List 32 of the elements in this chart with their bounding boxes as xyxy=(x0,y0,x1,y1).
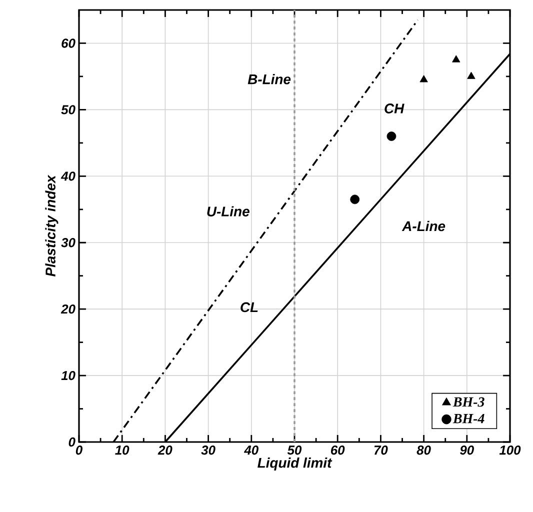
ref-line-label: B-Line xyxy=(248,74,291,84)
y-axis-title: Plasticity index xyxy=(45,174,58,277)
y-tick-label: 30 xyxy=(61,238,76,248)
y-tick-label: 0 xyxy=(68,437,76,447)
x-tick-label: 80 xyxy=(416,446,431,455)
y-tick-label: 10 xyxy=(61,370,76,380)
x-tick-label: 20 xyxy=(158,446,172,455)
x-tick-label: 30 xyxy=(201,446,216,455)
annotation: CL xyxy=(240,302,258,312)
annotation: CH xyxy=(384,104,404,114)
point xyxy=(452,55,460,62)
point xyxy=(467,72,476,79)
point xyxy=(420,75,428,82)
x-tick-label: 70 xyxy=(374,446,388,455)
legend-label: BH-3 xyxy=(452,397,484,407)
x-tick-label: 50 xyxy=(287,446,302,455)
y-tick-label: 50 xyxy=(61,105,76,114)
x-tick-label: 0 xyxy=(76,446,82,455)
legend-label: BH-4 xyxy=(452,414,484,424)
x-tick-label: 100 xyxy=(499,446,521,455)
x-axis-title: Liquid limit xyxy=(258,458,332,471)
y-tick-label: 40 xyxy=(60,172,76,181)
x-tick-label: 60 xyxy=(330,446,345,455)
x-tick-label: 10 xyxy=(115,446,130,455)
x-tick-label: 90 xyxy=(460,446,474,455)
series-label: U-Line xyxy=(207,206,250,216)
y-tick-label: 60 xyxy=(62,38,76,48)
y-tick-label: 20 xyxy=(60,304,76,314)
point xyxy=(350,194,360,204)
text: A-Line xyxy=(402,220,446,232)
x-tick-label: 40 xyxy=(244,446,258,455)
point xyxy=(386,132,396,141)
